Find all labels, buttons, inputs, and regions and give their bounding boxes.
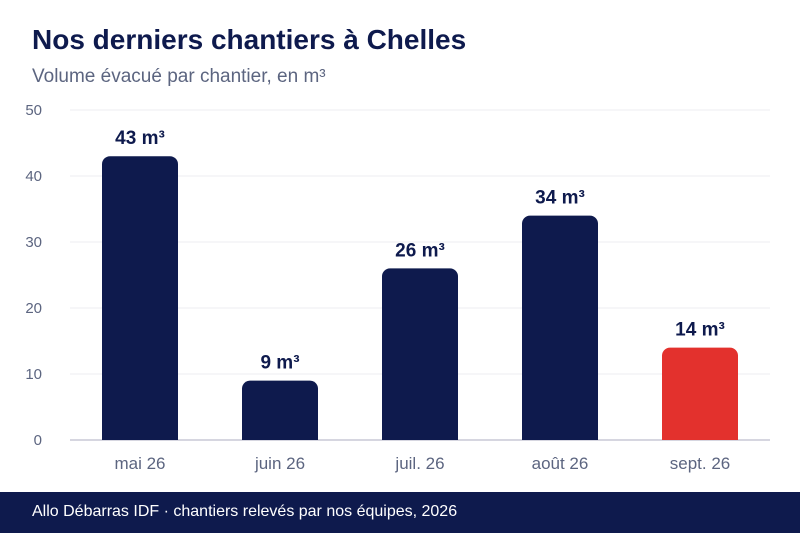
y-tick-label: 0: [34, 432, 42, 449]
data-label: 14 m³: [675, 320, 725, 341]
data-label: 9 m³: [260, 353, 299, 374]
data-label: 26 m³: [395, 240, 445, 261]
y-tick-label: 50: [25, 102, 42, 119]
x-tick-label: mai 26: [114, 454, 165, 473]
x-tick-label: août 26: [532, 454, 589, 473]
bar: [102, 156, 178, 440]
bar-base: [522, 432, 598, 440]
footer-source: Allo Débarras IDF · chantiers relevés pa…: [32, 503, 458, 520]
bar-base: [102, 432, 178, 440]
bar: [522, 215, 598, 440]
y-tick-label: 30: [25, 234, 42, 251]
chart-title: Nos derniers chantiers à Chelles: [32, 24, 467, 55]
y-tick-label: 10: [25, 366, 42, 383]
bar-chart: 0 10 20 30 40 50 43 m³ mai 26 9 m³ juin 26 26 m³ ju…: [25, 102, 770, 473]
bar-base: [382, 432, 458, 440]
data-label: 34 m³: [535, 188, 585, 209]
bar-base: [242, 432, 318, 440]
bar-base: [662, 432, 738, 440]
y-tick-label: 40: [25, 168, 42, 185]
y-tick-label: 20: [25, 300, 42, 317]
x-tick-label: sept. 26: [670, 454, 731, 473]
chart-subtitle: Volume évacué par chantier, en m³: [32, 66, 326, 87]
x-tick-label: juil. 26: [394, 454, 444, 473]
bar: [242, 380, 318, 440]
footer-bar: Allo Débarras IDF · chantiers relevés pa…: [0, 492, 800, 533]
x-tick-label: juin 26: [254, 454, 305, 473]
data-label: 43 m³: [115, 128, 165, 149]
bar: [382, 268, 458, 440]
bar: [662, 347, 738, 440]
